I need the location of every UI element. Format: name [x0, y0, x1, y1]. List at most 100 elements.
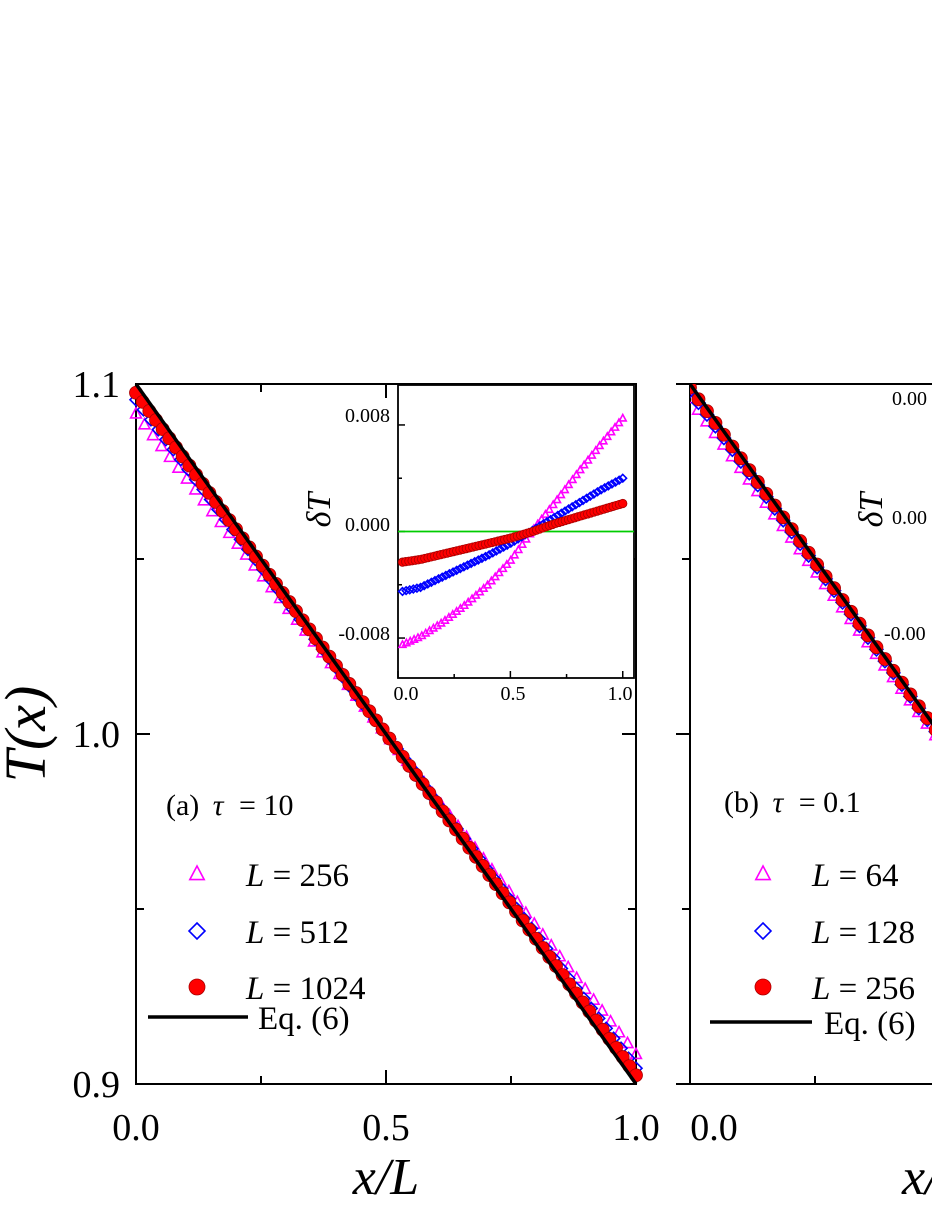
- legend-item: Eq. (6): [710, 1006, 916, 1042]
- inset-y-tick-label: 0.000: [345, 514, 390, 536]
- data-point: [437, 572, 448, 583]
- y-tick-label: 1.1: [73, 364, 121, 406]
- legend-item: L = 256: [188, 858, 349, 894]
- data-point: [473, 555, 484, 565]
- data-point: [560, 506, 570, 517]
- legend-item: L = 64: [754, 858, 898, 894]
- inset-y-axis-title: δT: [301, 491, 338, 528]
- data-point: [498, 563, 508, 573]
- data-point: [583, 454, 593, 464]
- data-point: [482, 579, 493, 589]
- x-tick-label: 0.5: [362, 1107, 410, 1149]
- panel-a: 0.0 0.5 1.0 0.9 1.0 1.1 x/L T(x) 0.008 0…: [0, 364, 660, 1206]
- data-point: [556, 489, 566, 499]
- panel-b-ticks: [676, 383, 816, 1085]
- data-point: [455, 563, 466, 574]
- tau-symbol: τ: [772, 786, 784, 819]
- legend-item: L = 128: [753, 915, 915, 951]
- data-point: [599, 482, 610, 493]
- data-point: [610, 477, 621, 488]
- data-point: [563, 479, 574, 489]
- inset-series-triangle: [397, 412, 628, 649]
- panel-b-series: [690, 384, 932, 741]
- data-point: [776, 517, 791, 532]
- legend-item: L = 1024: [188, 971, 365, 1007]
- x-tick-label: 0.0: [112, 1107, 160, 1149]
- data-point: [574, 497, 585, 508]
- data-point: [444, 568, 455, 579]
- data-point: [603, 480, 614, 491]
- data-point: [598, 435, 609, 445]
- data-point: [412, 583, 422, 594]
- legend-item: L = 512: [187, 915, 349, 951]
- data-point: [188, 864, 206, 881]
- inset-series-circle: [397, 498, 628, 567]
- inset-y-tick-label: -0.00: [884, 623, 926, 645]
- data-point: [618, 498, 628, 509]
- data-point: [617, 473, 628, 484]
- data-point: [579, 459, 589, 469]
- data-point: [587, 449, 597, 459]
- data-point: [466, 558, 477, 569]
- data-point: [606, 426, 616, 436]
- data-point: [404, 584, 415, 595]
- data-point: [552, 494, 562, 504]
- data-point: [517, 539, 528, 549]
- inset-y-tick-label: 0.00: [892, 507, 927, 529]
- legend-label: L = 512: [245, 915, 349, 951]
- data-point: [397, 586, 408, 597]
- data-point: [588, 489, 599, 499]
- data-point: [592, 486, 603, 497]
- data-point: [490, 571, 500, 581]
- data-point: [590, 445, 601, 455]
- data-point: [480, 551, 491, 562]
- data-point: [469, 556, 480, 567]
- inset-x-tick-label: 0.0: [394, 683, 419, 705]
- data-point: [567, 474, 578, 484]
- data-point: [448, 567, 458, 577]
- fit-line: [134, 382, 638, 1086]
- data-point: [187, 921, 207, 941]
- legend-label: L = 256: [245, 858, 349, 894]
- legend-label: Eq. (6): [824, 1006, 916, 1042]
- legend-label: L = 256: [811, 971, 915, 1007]
- inset-y-tick-label: -0.008: [338, 623, 390, 645]
- data-point: [433, 573, 444, 584]
- data-point: [585, 491, 596, 502]
- x-tick-label: 1.0: [612, 1107, 660, 1149]
- panel-a-series: [128, 382, 644, 1086]
- data-point: [575, 464, 586, 474]
- series-line: [134, 382, 638, 1086]
- data-point: [596, 484, 607, 495]
- series-triangle: [690, 389, 932, 741]
- fit-line: [690, 384, 932, 726]
- inset-series: [397, 412, 634, 649]
- data-point: [563, 504, 574, 514]
- data-point: [502, 559, 512, 569]
- data-point: [629, 1046, 643, 1060]
- tau-value: = 0.1: [799, 786, 861, 819]
- data-point: [494, 567, 504, 577]
- data-point: [513, 544, 524, 554]
- x-axis-title: x/L: [352, 1149, 419, 1206]
- panel-a-inset: 0.008 0.000 -0.008 0.0 0.5 1.0 δT: [301, 384, 635, 705]
- tau-value: = 10: [239, 789, 293, 822]
- data-point: [205, 503, 219, 517]
- data-point: [498, 542, 509, 553]
- data-point: [487, 547, 498, 558]
- data-point: [620, 1035, 635, 1049]
- data-point: [458, 561, 469, 572]
- data-point: [477, 553, 487, 564]
- data-point: [544, 504, 555, 514]
- data-point: [154, 438, 169, 452]
- inset-y-tick-label: 0.008: [345, 405, 390, 427]
- legend-label: L = 128: [811, 915, 915, 951]
- data-point: [462, 560, 473, 571]
- data-point: [594, 440, 605, 450]
- data-point: [571, 469, 582, 479]
- data-point: [540, 508, 551, 518]
- y-tick-label: 1.0: [73, 714, 121, 756]
